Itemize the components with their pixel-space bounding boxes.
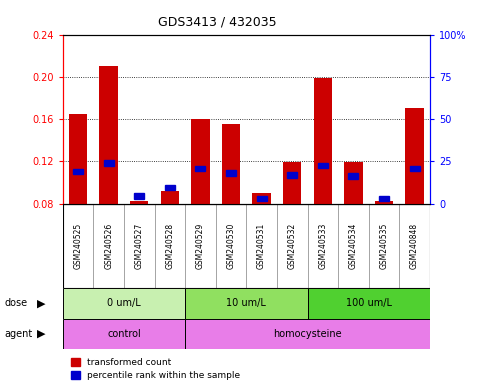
Bar — [99, 66, 118, 204]
Text: GSM240533: GSM240533 — [318, 223, 327, 269]
Text: GSM240530: GSM240530 — [227, 223, 236, 269]
Text: GSM240526: GSM240526 — [104, 223, 113, 269]
Bar — [191, 119, 210, 204]
Text: ▶: ▶ — [37, 298, 45, 308]
Bar — [313, 78, 332, 204]
Text: GSM240535: GSM240535 — [380, 223, 388, 269]
Bar — [104, 160, 114, 166]
Text: ▶: ▶ — [37, 329, 45, 339]
Bar — [405, 109, 424, 204]
Text: GSM240848: GSM240848 — [410, 223, 419, 269]
Bar — [256, 195, 267, 201]
Bar — [375, 202, 393, 204]
Text: GSM240532: GSM240532 — [288, 223, 297, 269]
Text: homocysteine: homocysteine — [273, 329, 342, 339]
Text: 10 um/L: 10 um/L — [227, 298, 266, 308]
Bar — [69, 114, 87, 204]
Bar — [287, 172, 297, 178]
Text: GSM240528: GSM240528 — [165, 223, 174, 269]
Bar — [73, 169, 83, 174]
Text: agent: agent — [5, 329, 33, 339]
Bar — [185, 319, 430, 349]
Bar — [410, 166, 420, 171]
Text: GSM240529: GSM240529 — [196, 223, 205, 269]
Bar — [318, 163, 328, 168]
Text: GSM240527: GSM240527 — [135, 223, 144, 269]
Bar — [130, 202, 148, 204]
Bar — [134, 194, 144, 199]
Text: dose: dose — [5, 298, 28, 308]
Bar — [253, 193, 271, 204]
Bar — [379, 195, 389, 201]
Bar — [308, 288, 430, 319]
Text: 0 um/L: 0 um/L — [107, 298, 141, 308]
Bar — [63, 288, 185, 319]
Bar — [226, 170, 236, 175]
Bar — [63, 319, 185, 349]
Bar — [161, 191, 179, 204]
Bar — [196, 166, 205, 171]
Bar — [222, 124, 240, 204]
Legend: transformed count, percentile rank within the sample: transformed count, percentile rank withi… — [67, 354, 244, 384]
Text: GSM240525: GSM240525 — [73, 223, 83, 269]
Bar — [185, 288, 308, 319]
Text: GSM240534: GSM240534 — [349, 223, 358, 269]
Text: GSM240531: GSM240531 — [257, 223, 266, 269]
Bar — [344, 162, 363, 204]
Bar — [283, 162, 301, 204]
Text: control: control — [107, 329, 141, 339]
Text: GDS3413 / 432035: GDS3413 / 432035 — [157, 15, 276, 28]
Text: 100 um/L: 100 um/L — [346, 298, 392, 308]
Bar — [348, 174, 358, 179]
Bar — [165, 185, 175, 190]
